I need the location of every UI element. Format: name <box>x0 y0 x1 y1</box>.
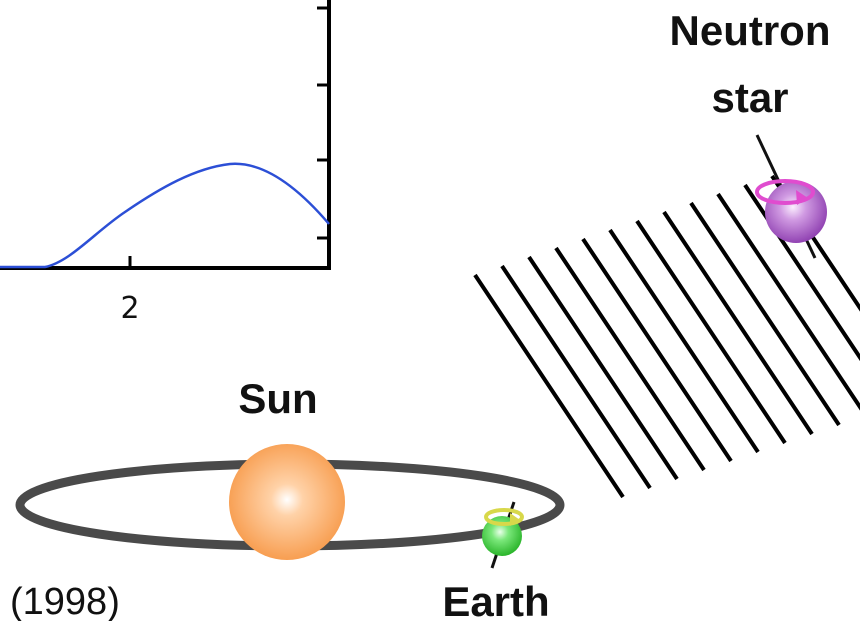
wavefront-line <box>473 273 625 499</box>
solar-system: Sun Earth <box>15 375 565 621</box>
wavefront-line <box>554 246 706 472</box>
wavefront-line <box>500 264 652 490</box>
wavefront-line <box>635 219 787 445</box>
wavefront-line <box>527 255 679 481</box>
sun-label: Sun <box>238 375 317 422</box>
radio-wavefronts <box>473 174 860 499</box>
earth-label: Earth <box>442 578 549 621</box>
pulse-profile-curve <box>0 162 330 269</box>
spin-arrow-icon <box>484 508 524 526</box>
wavefront-line <box>608 228 760 454</box>
neutron-star-label: Neutron <box>670 7 831 54</box>
pulse-profile-plot: 2 <box>0 0 331 326</box>
wavefront-line <box>662 210 814 436</box>
neutron-star: Neutron star <box>670 7 831 259</box>
neutron-star-sphere <box>765 181 827 243</box>
wavefront-line <box>689 201 841 427</box>
year-label: (1998) <box>10 581 120 621</box>
neutron-star-label: star <box>711 74 788 121</box>
wavefront-line <box>581 237 733 463</box>
spin-arrow-icon <box>755 179 815 205</box>
sun-sphere <box>229 444 345 560</box>
plot-x-tick-label: 2 <box>120 291 139 326</box>
earth-sphere <box>482 516 522 556</box>
wavefront-line <box>716 192 860 411</box>
